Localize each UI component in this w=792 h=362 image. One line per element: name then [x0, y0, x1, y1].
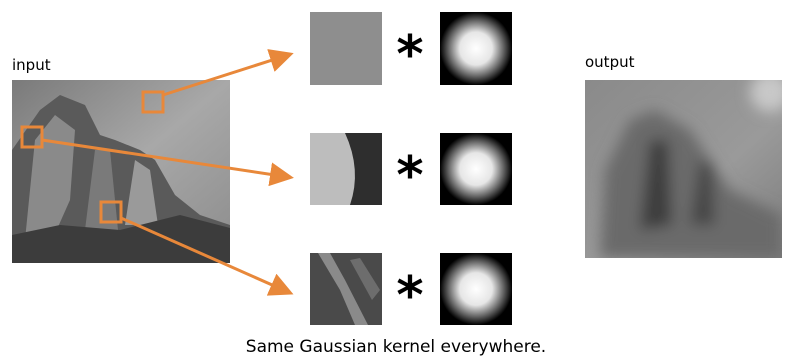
- convolution-operator: *: [396, 25, 423, 85]
- convolution-operator: *: [396, 146, 423, 206]
- patches: [310, 12, 382, 325]
- input-image: [12, 80, 230, 263]
- diagram: input output * * *: [0, 0, 792, 362]
- caption: Same Gaussian kernel everywhere.: [246, 337, 546, 357]
- output-image: [585, 72, 790, 258]
- kernels: [440, 12, 512, 325]
- output-label: output: [585, 53, 635, 71]
- convolution-operator: *: [396, 266, 423, 326]
- input-label: input: [12, 56, 51, 74]
